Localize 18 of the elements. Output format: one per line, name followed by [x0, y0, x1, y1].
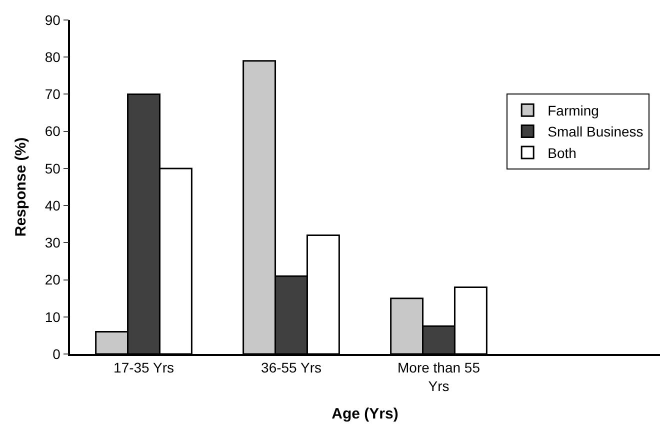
legend-label: Small Business [548, 124, 644, 140]
y-tick-label: 40 [44, 197, 61, 214]
x-tick-label: 17-35 Yrs [114, 360, 174, 376]
y-tick-label: 50 [44, 160, 61, 176]
legend-label: Farming [548, 102, 599, 119]
y-axis-title: Response (%) [12, 137, 30, 237]
y-tick-label: 20 [44, 272, 61, 288]
y-tick-label: 10 [44, 308, 61, 325]
x-axis-title: Age (Yrs) [332, 405, 398, 422]
y-tick-label: 80 [44, 49, 61, 66]
y-tick-label: 90 [44, 12, 61, 28]
y-tick-label: 60 [44, 123, 61, 140]
y-tick-label: 0 [52, 346, 61, 362]
x-tick-label: More than 55 Yrs [398, 360, 480, 394]
x-tick-label: 36-55 Yrs [261, 360, 322, 376]
y-tick-label: 70 [44, 86, 61, 102]
legend-label: Both [548, 144, 576, 161]
y-tick-label: 30 [44, 234, 61, 251]
